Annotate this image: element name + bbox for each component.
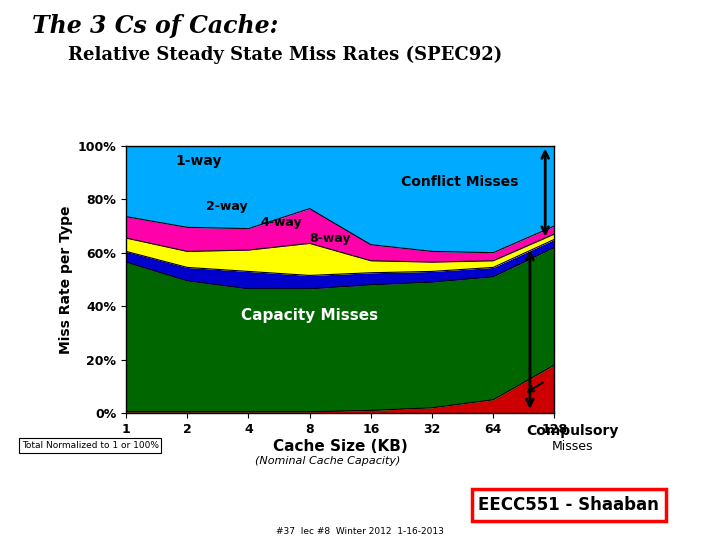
Text: The 3 Cs of Cache:: The 3 Cs of Cache: — [32, 14, 279, 37]
Text: 8-way: 8-way — [310, 232, 351, 245]
X-axis label: Cache Size (KB): Cache Size (KB) — [273, 438, 408, 454]
Text: Total Normalized to 1 or 100%: Total Normalized to 1 or 100% — [22, 441, 158, 450]
Text: 1-way: 1-way — [175, 153, 222, 167]
Text: #37  lec #8  Winter 2012  1-16-2013: #37 lec #8 Winter 2012 1-16-2013 — [276, 526, 444, 536]
Text: Capacity Misses: Capacity Misses — [241, 308, 378, 322]
Y-axis label: Miss Rate per Type: Miss Rate per Type — [59, 205, 73, 354]
Text: Relative Steady State Miss Rates (SPEC92): Relative Steady State Miss Rates (SPEC92… — [68, 46, 503, 64]
Text: Conflict Misses: Conflict Misses — [402, 175, 519, 189]
Text: (Nominal Cache Capacity): (Nominal Cache Capacity) — [255, 456, 400, 467]
Text: EECC551 - Shaaban: EECC551 - Shaaban — [478, 496, 660, 514]
Text: Misses: Misses — [552, 440, 593, 453]
Text: 2-way: 2-way — [206, 200, 247, 213]
Text: Compulsory: Compulsory — [526, 424, 618, 438]
Text: 4-way: 4-way — [261, 216, 302, 229]
